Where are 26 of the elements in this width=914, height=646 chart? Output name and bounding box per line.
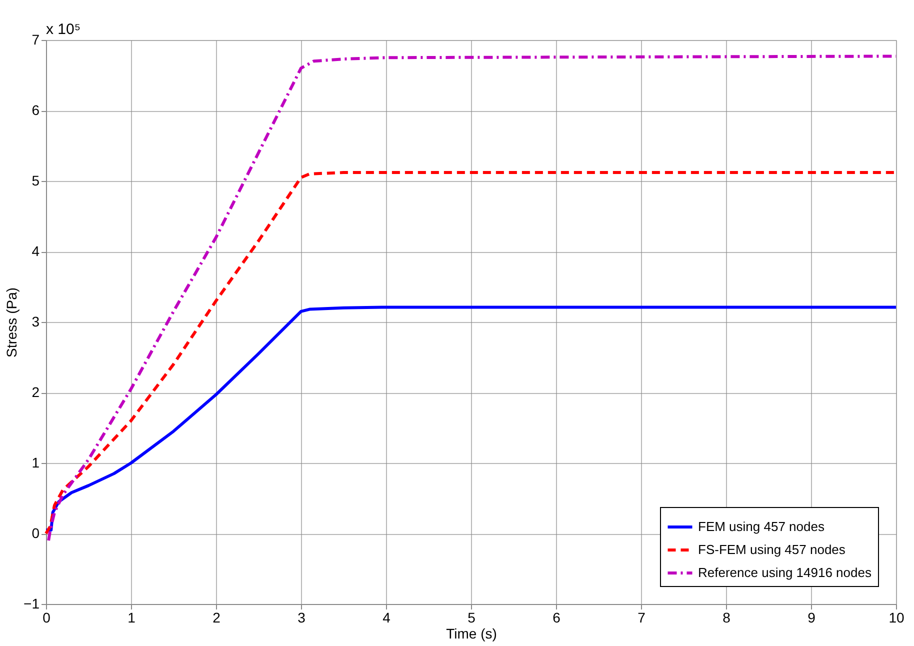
x-tick-label: 5: [468, 610, 476, 626]
x-tick-label: 3: [298, 610, 306, 626]
y-tick-label: 0: [32, 525, 40, 541]
x-tick-label: 9: [808, 610, 816, 626]
text: x 10⁵: [46, 21, 81, 38]
y-tick-label: 5: [32, 172, 40, 188]
x-tick-label: 4: [382, 610, 391, 626]
x-tick-label: 1: [128, 610, 136, 626]
x-tick-label: 6: [552, 610, 561, 626]
y-tick-label: 3: [32, 314, 40, 330]
y-axis-title: Stress (Pa): [4, 287, 20, 358]
legend-label: FEM using 457 nodes: [698, 519, 825, 534]
x-tick-label: 7: [638, 610, 646, 626]
x-tick-label: 0: [42, 610, 51, 626]
y-tick-label: 6: [32, 102, 40, 118]
x-tick-label: 8: [722, 610, 731, 626]
y-tick-label: 1: [32, 454, 40, 470]
legend-label: Reference using 14916 nodes: [698, 565, 872, 580]
x-tick-label: 10: [888, 610, 904, 626]
y-tick-label: 2: [32, 384, 40, 400]
x-axis-title: Time (s): [446, 626, 497, 642]
y-tick-label: 4: [32, 243, 40, 259]
y-tick-label: −1: [24, 596, 40, 612]
legend-label: FS-FEM using 457 nodes: [698, 542, 846, 557]
y-tick-label: 7: [32, 32, 40, 48]
x-tick-label: 2: [212, 610, 221, 626]
